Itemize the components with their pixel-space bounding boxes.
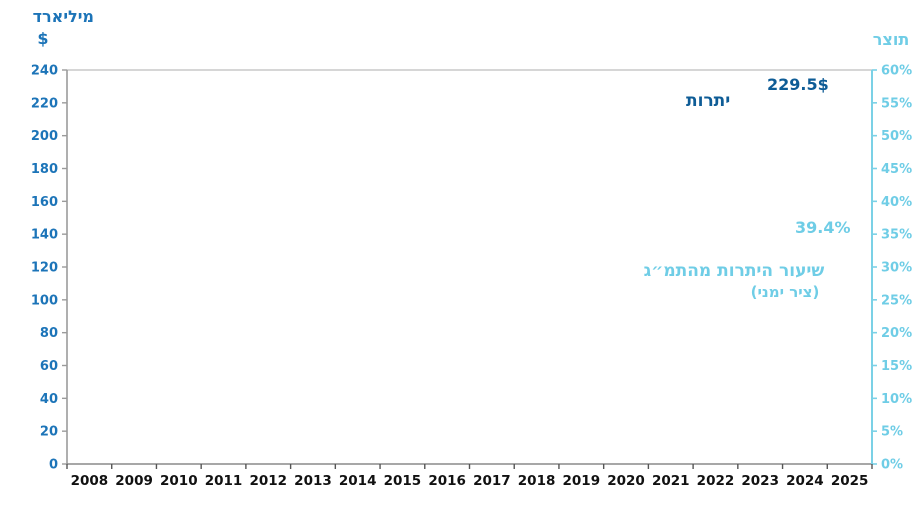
left-axis-tick-label: 140 [31, 228, 58, 243]
left-axis-tick-label: 200 [31, 129, 58, 144]
right-axis-tick-label: 50% [881, 129, 912, 144]
right-axis-tick-label: 35% [881, 228, 912, 243]
right-axis-tick-label: 5% [881, 425, 903, 440]
right-axis-tick-label: 55% [881, 96, 912, 111]
x-axis-year-label: 2023 [741, 473, 779, 489]
x-axis-year-label: 2024 [786, 473, 824, 489]
right-axis-tick-label: 10% [881, 392, 912, 407]
x-axis-year-label: 2022 [697, 473, 735, 489]
series-gdp-ratio-last-value: 39.4% [795, 218, 851, 237]
right-axis-tick-label: 25% [881, 293, 912, 308]
x-axis-year-label: 2009 [115, 473, 153, 489]
x-axis-year-label: 2012 [249, 473, 287, 489]
right-axis-tick-label: 40% [881, 195, 912, 210]
x-axis-year-label: 2013 [294, 473, 332, 489]
reserves-line-series [67, 84, 865, 418]
left-axis-tick-label: 100 [31, 293, 58, 308]
left-axis-tick-label: 220 [31, 96, 58, 111]
x-axis-year-label: 2014 [339, 473, 377, 489]
x-axis-year-label: 2017 [473, 473, 511, 489]
x-axis-year-label: 2025 [831, 473, 869, 489]
x-axis-year-label: 2011 [205, 473, 243, 489]
x-axis-year-label: 2018 [518, 473, 556, 489]
series-reserves-last-value: 229.5$ [767, 75, 829, 94]
right-axis-tick-label: 0% [881, 458, 903, 473]
right-axis-tick-label: 15% [881, 359, 912, 374]
series-reserves-label: יתרות [686, 91, 731, 111]
x-axis-year-label: 2016 [428, 473, 466, 489]
left-axis-tick-label: 120 [31, 261, 58, 276]
left-axis-title: מיליארד [32, 7, 94, 26]
series-gdp-ratio-label-line1: שיעור היתרות מהתמ״ג [643, 261, 825, 281]
x-axis-year-label: 2019 [563, 473, 601, 489]
x-axis-year-label: 2021 [652, 473, 690, 489]
right-axis-tick-label: 20% [881, 326, 912, 341]
x-axis-year-label: 2008 [71, 473, 109, 489]
left-axis-tick-label: 40 [40, 392, 58, 407]
right-axis-tick-label: 30% [881, 261, 912, 276]
left-axis-tick-label: 160 [31, 195, 58, 210]
left-axis-tick-label: 80 [40, 326, 58, 341]
left-axis-unit-label: $ [37, 29, 49, 48]
right-axis-tick-label: 60% [881, 64, 912, 79]
x-axis-year-label: 2015 [384, 473, 422, 489]
left-axis-tick-label: 240 [31, 64, 58, 79]
right-axis-title: תוצר [872, 30, 910, 49]
left-axis-tick-label: 20 [40, 425, 58, 440]
right-axis-tick-label: 45% [881, 162, 912, 177]
x-axis-year-label: 2020 [607, 473, 645, 489]
left-axis-tick-label: 0 [49, 458, 58, 473]
left-axis-tick-label: 180 [31, 162, 58, 177]
x-axis-year-label: 2010 [160, 473, 198, 489]
series-gdp-ratio-label-line2: (ציר ימני) [750, 283, 820, 301]
left-axis-tick-label: 60 [40, 359, 58, 374]
